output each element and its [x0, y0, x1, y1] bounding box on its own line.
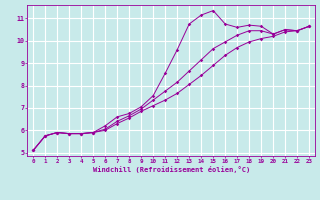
- X-axis label: Windchill (Refroidissement éolien,°C): Windchill (Refroidissement éolien,°C): [92, 166, 250, 173]
